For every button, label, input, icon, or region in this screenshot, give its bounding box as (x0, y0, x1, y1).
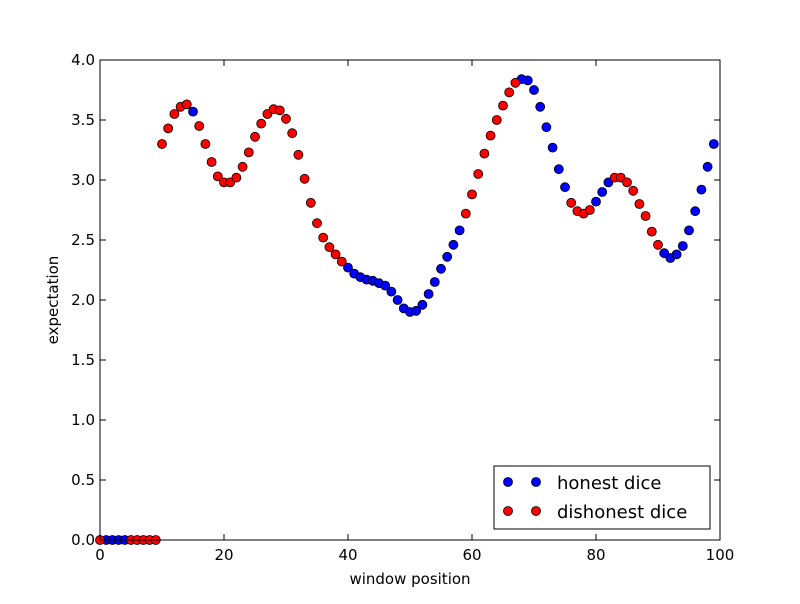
data-point-dishonest-dice (163, 123, 174, 134)
y-axis: 0.0 0.5 1.0 1.5 2.0 2.5 3.0 3.5 4.0 (71, 51, 720, 549)
data-point-honest-dice (386, 286, 397, 297)
data-point-honest-dice (560, 182, 570, 193)
x-tick-label: 80 (586, 546, 605, 564)
y-tick-label: 0.5 (71, 471, 95, 489)
data-point-dishonest-dice (622, 177, 632, 188)
data-point-dishonest-dice (231, 172, 242, 183)
data-point-dishonest-dice (237, 161, 248, 172)
data-point-honest-dice (423, 289, 434, 299)
data-point-dishonest-dice (281, 113, 291, 124)
data-point-dishonest-dice (336, 256, 347, 267)
data-point-dishonest-dice (287, 128, 298, 139)
data-point-honest-dice (522, 75, 533, 86)
legend: honest dice dishonest dice (493, 465, 711, 530)
data-point-honest-dice (411, 305, 422, 316)
data-point-dishonest-dice (243, 147, 254, 158)
data-point-dishonest-dice (250, 131, 260, 142)
data-point-dishonest-dice (200, 139, 211, 149)
data-point-honest-dice (597, 187, 608, 197)
data-point-honest-dice (547, 142, 558, 153)
data-point-dishonest-dice (646, 226, 657, 237)
legend-marker-dishonest-left (503, 506, 513, 516)
data-point-honest-dice (684, 225, 694, 236)
data-point-dishonest-dice (640, 211, 651, 221)
data-point-dishonest-dice (181, 99, 192, 110)
y-tick-label: 2.0 (71, 291, 95, 309)
data-point-dishonest-dice (634, 199, 645, 209)
data-point-honest-dice (677, 241, 688, 251)
data-point-dishonest-dice (628, 185, 639, 196)
data-point-dishonest-dice (194, 121, 205, 131)
data-point-dishonest-dice (318, 232, 329, 243)
data-point-honest-dice (429, 277, 440, 287)
data-point-dishonest-dice (566, 197, 577, 208)
data-point-dishonest-dice (584, 205, 595, 215)
legend-marker-honest-left (503, 477, 513, 487)
data-point-dishonest-dice (169, 109, 180, 119)
data-point-honest-dice (696, 184, 707, 195)
x-tick-label: 100 (706, 546, 735, 564)
y-tick-label: 3.5 (71, 111, 95, 129)
data-point-dishonest-dice (653, 239, 663, 250)
data-point-dishonest-dice (491, 115, 502, 125)
x-tick-label: 0 (95, 546, 105, 564)
data-point-honest-dice (708, 139, 719, 149)
data-point-honest-dice (436, 263, 446, 274)
data-point-dishonest-dice (460, 208, 471, 219)
data-point-honest-dice (591, 196, 601, 207)
x-axis-title: window position (349, 570, 470, 588)
data-point-dishonest-dice (330, 249, 341, 260)
data-point-honest-dice (535, 101, 546, 112)
legend-marker-honest-right (531, 477, 541, 487)
x-tick-label: 20 (214, 546, 233, 564)
data-point-honest-dice (529, 85, 539, 95)
data-point-dishonest-dice (324, 242, 335, 253)
data-point-honest-dice (417, 299, 428, 310)
data-point-dishonest-dice (256, 118, 267, 129)
data-point-honest-dice (553, 164, 564, 175)
data-point-honest-dice (188, 106, 198, 117)
legend-box (493, 465, 711, 530)
x-tick-label: 40 (338, 546, 357, 564)
y-tick-label: 1.5 (71, 351, 95, 369)
data-point-dishonest-dice (212, 171, 223, 182)
data-point-dishonest-dice (305, 197, 316, 208)
data-point-dishonest-dice (467, 189, 477, 200)
y-tick-label: 1.0 (71, 411, 95, 429)
data-point-honest-dice (541, 122, 552, 133)
y-tick-label: 4.0 (71, 51, 95, 69)
y-tick-label: 2.5 (71, 231, 95, 249)
data-point-dishonest-dice (498, 100, 508, 111)
data-point-dishonest-dice (312, 218, 322, 229)
y-tick-label: 3.0 (71, 171, 95, 189)
data-point-dishonest-dice (157, 139, 167, 149)
data-point-honest-dice (392, 295, 403, 305)
data-point-dishonest-dice (479, 148, 490, 159)
data-point-honest-dice (671, 249, 682, 260)
y-axis-title: expectation (44, 256, 62, 345)
data-point-honest-dice (448, 239, 459, 250)
data-point-dishonest-dice (473, 169, 484, 179)
data-point-dishonest-dice (485, 130, 496, 141)
data-point-dishonest-dice (293, 149, 304, 160)
data-point-honest-dice (380, 280, 391, 291)
data-point-honest-dice (702, 161, 713, 172)
data-point-dishonest-dice (510, 77, 521, 88)
data-point-honest-dice (343, 262, 353, 273)
legend-label-dishonest: dishonest dice (557, 502, 687, 523)
data-point-honest-dice (690, 206, 701, 217)
x-tick-label: 60 (462, 546, 481, 564)
data-point-honest-dice (454, 225, 465, 236)
data-point-dishonest-dice (274, 105, 285, 116)
y-tick-label: 0.0 (71, 531, 95, 549)
data-point-honest-dice (442, 251, 453, 262)
legend-marker-dishonest-right (531, 506, 541, 516)
data-point-dishonest-dice (206, 157, 217, 167)
x-axis: 0 20 40 60 80 100 (95, 60, 734, 564)
data-point-dishonest-dice (504, 87, 515, 98)
data-point-dishonest-dice (299, 173, 310, 184)
legend-label-honest: honest dice (557, 473, 661, 494)
